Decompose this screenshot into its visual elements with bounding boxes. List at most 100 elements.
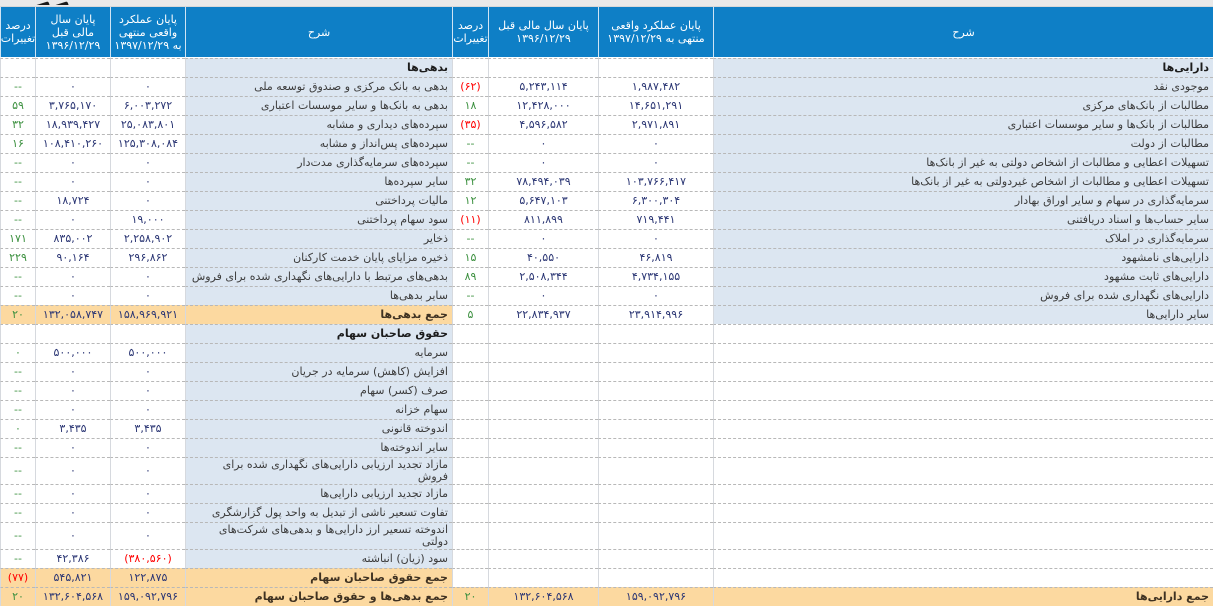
- cell-asset-current-value: ۰: [598, 229, 713, 248]
- cell-liability-current-value: ۰: [110, 381, 185, 400]
- cell-liability-current-value: ۰: [110, 484, 185, 503]
- cell-liability-previous-value: ۰: [35, 362, 110, 381]
- cell-asset-previous-value: ۰: [488, 153, 598, 172]
- cell-asset-current-value: [598, 419, 713, 438]
- cell-liability-change-percent: --: [0, 77, 35, 96]
- cell-liability-previous-value: ۸۳۵,۰۰۲: [35, 229, 110, 248]
- cell-liability-previous-value: ۱۸,۹۳۹,۴۲۷: [35, 115, 110, 134]
- cell-asset-change-percent: (۳۵): [452, 115, 488, 134]
- cell-liability-current-value: ۲,۲۵۸,۹۰۲: [110, 229, 185, 248]
- cell-asset-current-value: [598, 457, 713, 484]
- cell-liability-change-percent: --: [0, 484, 35, 503]
- cell-asset-change-percent: [452, 343, 488, 362]
- cell-liability-previous-value: ۰: [35, 286, 110, 305]
- cell-asset-label: [713, 549, 1213, 568]
- cell-asset-previous-value: ۰: [488, 229, 598, 248]
- header-liability-description: شرح: [185, 7, 452, 58]
- cell-liability-label: سایر سپرده‌ها: [185, 172, 452, 191]
- cell-liability-current-value: ۰: [110, 286, 185, 305]
- cell-liability-change-percent: --: [0, 503, 35, 522]
- cell-asset-previous-value: [488, 362, 598, 381]
- cell-liability-label: سپرده‌های سرمایه‌گذاری مدت‌دار: [185, 153, 452, 172]
- cell-liability-change-percent: --: [0, 191, 35, 210]
- cell-liability-label: مازاد تجدید ارزیابی دارایی‌های نگهداری ش…: [185, 457, 452, 484]
- cell-asset-current-value: ۴,۷۳۴,۱۵۵: [598, 267, 713, 286]
- cell-liability-label: اندوخته تسعیر ارز دارایی‌ها و بدهی‌های ش…: [185, 522, 452, 549]
- cell-liability-previous-value: ۰: [35, 381, 110, 400]
- cell-asset-change-percent: ۲۰: [452, 587, 488, 606]
- cell-liability-current-value: ۰: [110, 77, 185, 96]
- cell-liability-label: حقوق صاحبان سهام: [185, 324, 452, 343]
- cell-liability-change-percent: --: [0, 400, 35, 419]
- cell-asset-change-percent: [452, 324, 488, 343]
- cell-asset-label: [713, 522, 1213, 549]
- cell-liability-previous-value: ۳,۷۶۵,۱۷۰: [35, 96, 110, 115]
- cell-liability-previous-value: ۰: [35, 210, 110, 229]
- cell-asset-previous-value: ۴,۵۹۶,۵۸۲: [488, 115, 598, 134]
- cell-asset-change-percent: --: [452, 229, 488, 248]
- cell-asset-change-percent: [452, 484, 488, 503]
- cell-asset-change-percent: ۸۹: [452, 267, 488, 286]
- cell-liability-current-value: ۱۵۹,۰۹۲,۷۹۶: [110, 587, 185, 606]
- cell-asset-label: [713, 400, 1213, 419]
- cell-liability-previous-value: ۹۰,۱۶۴: [35, 248, 110, 267]
- cell-liability-previous-value: ۵۰۰,۰۰۰: [35, 343, 110, 362]
- cell-liability-current-value: ۶,۰۰۳,۲۷۲: [110, 96, 185, 115]
- cell-liability-label: سایر اندوخته‌ها: [185, 438, 452, 457]
- cell-liability-change-percent: ۰: [0, 343, 35, 362]
- cell-asset-current-value: [598, 343, 713, 362]
- cell-liability-current-value: ۱۹,۰۰۰: [110, 210, 185, 229]
- cell-asset-current-value: ۱۴,۶۵۱,۲۹۱: [598, 96, 713, 115]
- cell-liability-change-percent: ۵۹: [0, 96, 35, 115]
- cell-liability-change-percent: ۳۲: [0, 115, 35, 134]
- cell-asset-label: [713, 343, 1213, 362]
- cell-liability-label: مازاد تجدید ارزیابی دارایی‌ها: [185, 484, 452, 503]
- header-liability-change: درصد تغییرات: [0, 7, 35, 58]
- cell-asset-previous-value: [488, 438, 598, 457]
- cell-asset-current-value: ۴۶,۸۱۹: [598, 248, 713, 267]
- cell-liability-current-value: ۰: [110, 362, 185, 381]
- cell-asset-current-value: ۰: [598, 286, 713, 305]
- cell-liability-previous-value: ۰: [35, 172, 110, 191]
- cell-liability-label: مالیات پرداختنی: [185, 191, 452, 210]
- cell-asset-previous-value: [488, 503, 598, 522]
- cell-asset-previous-value: ۲۲,۸۳۴,۹۳۷: [488, 305, 598, 324]
- cell-liability-previous-value: ۰: [35, 484, 110, 503]
- cell-liability-previous-value: ۰: [35, 153, 110, 172]
- cell-liability-label: سود (زیان) انباشته: [185, 549, 452, 568]
- cell-asset-current-value: [598, 549, 713, 568]
- cell-liability-label: بدهی‌ها: [185, 58, 452, 77]
- cell-asset-change-percent: (۶۲): [452, 77, 488, 96]
- cell-asset-previous-value: ۵,۶۴۷,۱۰۳: [488, 191, 598, 210]
- cell-liability-change-percent: --: [0, 457, 35, 484]
- cell-liability-current-value: (۳۸۰,۵۶۰): [110, 549, 185, 568]
- cell-liability-label: اندوخته قانونی: [185, 419, 452, 438]
- cell-liability-label: سایر بدهی‌ها: [185, 286, 452, 305]
- cell-asset-label: مطالبات از دولت: [713, 134, 1213, 153]
- cell-asset-change-percent: [452, 549, 488, 568]
- cell-asset-change-percent: [452, 419, 488, 438]
- cell-asset-label: سایر حساب‌ها و اسناد دریافتنی: [713, 210, 1213, 229]
- cell-asset-current-value: ۱,۹۸۷,۴۸۲: [598, 77, 713, 96]
- cell-liability-label: جمع بدهی‌ها و حقوق صاحبان سهام: [185, 587, 452, 606]
- cell-asset-label: [713, 324, 1213, 343]
- cell-liability-previous-value: ۵۴۵,۸۲۱: [35, 568, 110, 587]
- cell-asset-change-percent: ۱۲: [452, 191, 488, 210]
- cell-liability-change-percent: --: [0, 438, 35, 457]
- cell-liability-current-value: ۰: [110, 400, 185, 419]
- cell-asset-previous-value: [488, 484, 598, 503]
- cell-asset-label: دارایی‌های نگهداری شده برای فروش: [713, 286, 1213, 305]
- cell-asset-current-value: [598, 400, 713, 419]
- header-liability-previous: پایان سال مالی قبل ۱۳۹۶/۱۲/۲۹: [35, 7, 110, 58]
- cell-asset-label: دارایی‌ها: [713, 58, 1213, 77]
- cell-asset-previous-value: ۰: [488, 134, 598, 153]
- cell-asset-current-value: [598, 381, 713, 400]
- header-asset-description: شرح: [713, 7, 1213, 58]
- cell-asset-change-percent: [452, 503, 488, 522]
- cell-asset-previous-value: [488, 549, 598, 568]
- cell-asset-previous-value: [488, 568, 598, 587]
- cell-asset-current-value: [598, 324, 713, 343]
- cell-liability-label: افزایش (کاهش) سرمایه در جریان: [185, 362, 452, 381]
- cell-liability-label: سپرده‌های پس‌انداز و مشابه: [185, 134, 452, 153]
